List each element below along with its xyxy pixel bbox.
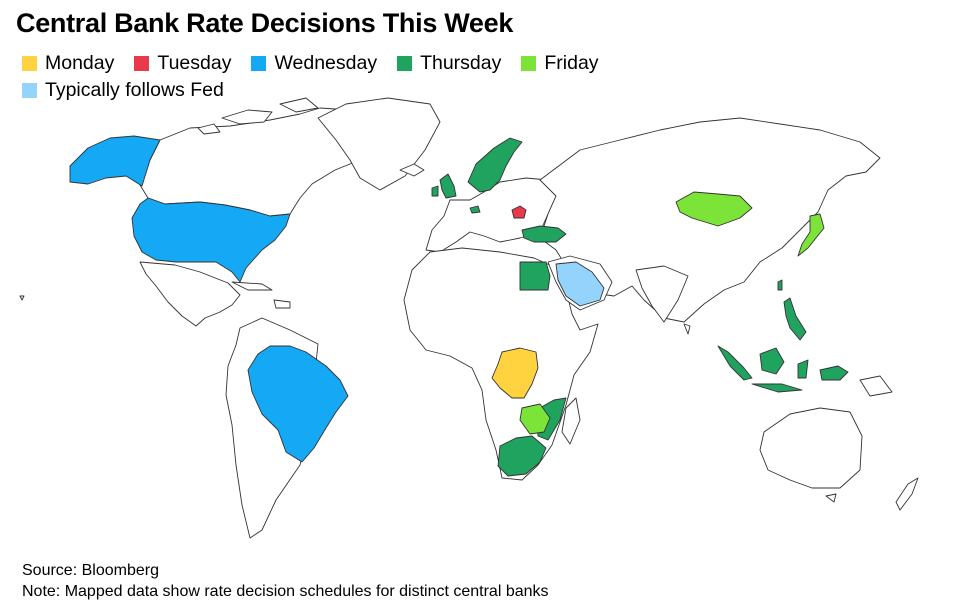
legend-item-thursday: Thursday [397, 52, 501, 75]
map-ireland [431, 185, 439, 197]
legend-row-2: Typically follows Fed [22, 77, 722, 104]
map-zimbabwe-malawi [519, 403, 551, 435]
map-japan [797, 213, 825, 257]
map-south-africa [497, 435, 547, 477]
legend-label-follows-fed: Typically follows Fed [45, 79, 224, 101]
legend-swatch-monday [22, 56, 37, 71]
legend-swatch-follows-fed [22, 83, 37, 98]
map-alaska [69, 135, 161, 187]
legend-item-friday: Friday [521, 52, 599, 75]
map-indonesia-borneo-sulawesi [759, 347, 849, 381]
caribbean [231, 281, 291, 309]
map-switzerland [469, 205, 481, 214]
legend-swatch-wednesday [251, 56, 267, 71]
map-indonesia-java [751, 383, 803, 393]
legend-swatch-friday [521, 56, 537, 71]
india [635, 265, 689, 323]
arctic-islands [197, 97, 319, 135]
chart-title: Central Bank Rate Decisions This Week [16, 8, 514, 38]
map-norway-sweden [467, 137, 523, 193]
map-egypt [519, 261, 551, 291]
papua-new-guinea [859, 375, 893, 397]
legend-item-wednesday: Wednesday [251, 52, 377, 75]
legend-label-friday: Friday [544, 52, 599, 74]
map-philippines [783, 297, 807, 341]
legend-label-tuesday: Tuesday [157, 52, 232, 74]
legend-swatch-tuesday [134, 56, 150, 71]
map-united-kingdom [439, 173, 457, 199]
map-taiwan [777, 279, 783, 291]
tasmania [825, 493, 837, 503]
note-text: Note: Mapped data show rate decision sch… [22, 583, 549, 600]
legend-item-monday: Monday [22, 52, 114, 75]
madagascar [561, 397, 581, 445]
sri-lanka [683, 323, 691, 335]
legend-item-follows-fed: Typically follows Fed [22, 79, 224, 102]
footer: Source: Bloomberg Note: Mapped data show… [22, 560, 549, 602]
iceland [399, 163, 425, 177]
map-brazil [247, 345, 349, 463]
legend-item-tuesday: Tuesday [134, 52, 231, 75]
source-text: Source: Bloomberg [22, 562, 159, 579]
legend-label-monday: Monday [45, 52, 115, 74]
legend-row-1: Monday Tuesday Wednesday Thursday Friday [22, 50, 722, 77]
australia [759, 407, 863, 489]
legend: Monday Tuesday Wednesday Thursday Friday… [22, 50, 722, 104]
legend-label-wednesday: Wednesday [274, 52, 378, 74]
map-mongolia [675, 191, 753, 227]
legend-label-thursday: Thursday [420, 52, 502, 74]
map-turkey [521, 225, 567, 243]
map-romania [511, 205, 527, 219]
map-saudi-arabia [555, 261, 605, 307]
new-zealand [895, 477, 919, 511]
mexico-central-america [139, 261, 241, 327]
map-dr-congo [491, 347, 539, 399]
legend-swatch-thursday [397, 56, 413, 71]
map-united-states [131, 197, 291, 283]
hawaii [19, 295, 25, 301]
map-indonesia-sumatra [717, 345, 753, 381]
